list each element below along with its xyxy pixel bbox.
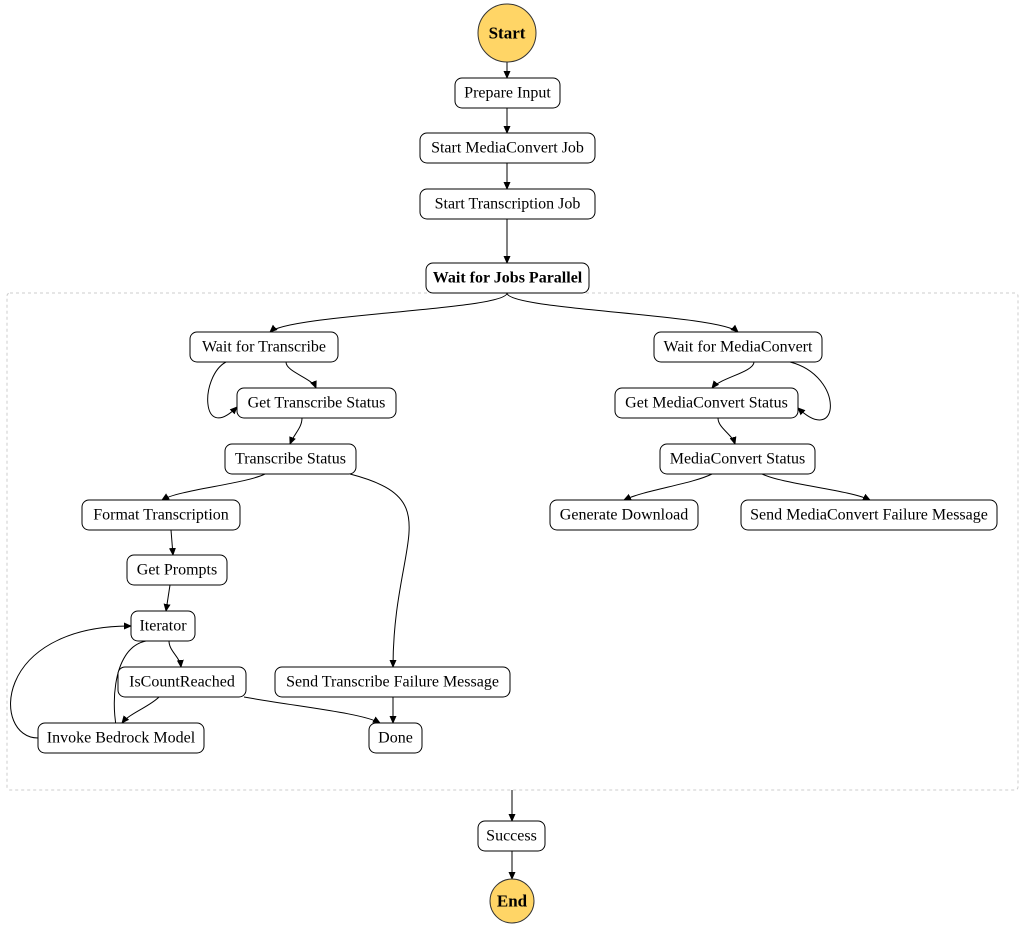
- edge: [162, 474, 265, 500]
- edge: [286, 362, 316, 388]
- node-label-startTJ: Start Transcription Job: [435, 196, 581, 213]
- edge: [712, 362, 754, 388]
- node-label-waitParallel: Wait for Jobs Parallel: [433, 270, 583, 287]
- node-label-transcribeStatus: Transcribe Status: [235, 451, 346, 468]
- node-label-end: End: [497, 892, 528, 911]
- node-label-sendTransFail: Send Transcribe Failure Message: [286, 674, 499, 691]
- edge: [718, 418, 735, 444]
- edge: [507, 293, 738, 332]
- edge: [350, 474, 409, 667]
- node-label-getTranscribe: Get Transcribe Status: [248, 395, 386, 412]
- edge: [270, 293, 507, 332]
- node-label-prepare: Prepare Input: [464, 85, 551, 102]
- node-label-startMC: Start MediaConvert Job: [431, 140, 584, 157]
- edge: [290, 418, 302, 444]
- edge: [171, 530, 173, 555]
- edge: [166, 585, 170, 611]
- node-label-invokeBedrock: Invoke Bedrock Model: [47, 730, 196, 747]
- edge: [244, 697, 380, 723]
- node-label-getPrompts: Get Prompts: [137, 562, 217, 579]
- node-label-getMCStatus: Get MediaConvert Status: [625, 395, 788, 412]
- node-label-isCount: IsCountReached: [129, 674, 235, 691]
- node-label-sendMCFail: Send MediaConvert Failure Message: [750, 507, 988, 524]
- node-label-iterator: Iterator: [139, 618, 187, 635]
- node-label-done: Done: [378, 730, 413, 747]
- edge: [122, 697, 159, 723]
- node-label-mcStatus: MediaConvert Status: [670, 451, 806, 468]
- node-label-start: Start: [489, 24, 526, 43]
- parallel-container: [7, 293, 1018, 790]
- edge: [762, 474, 870, 500]
- edge: [169, 641, 181, 667]
- node-label-success: Success: [486, 828, 537, 845]
- edge: [208, 362, 237, 418]
- node-label-waitMC: Wait for MediaConvert: [664, 339, 813, 356]
- node-label-genDownload: Generate Download: [560, 507, 688, 524]
- node-label-formatTrans: Format Transcription: [93, 507, 229, 524]
- node-label-waitTranscribe: Wait for Transcribe: [202, 339, 326, 356]
- edge: [11, 626, 131, 738]
- edge: [624, 474, 712, 500]
- flowchart-diagram: Start Prepare Input Start MediaConvert Job…: [0, 0, 1024, 931]
